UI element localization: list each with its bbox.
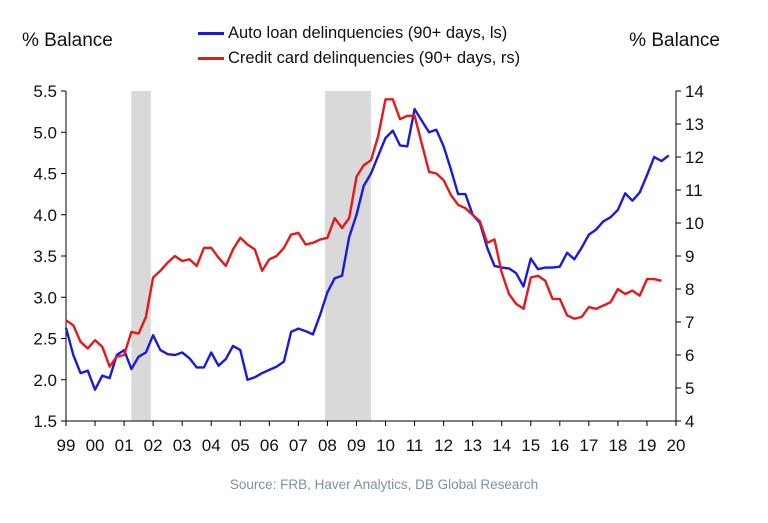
x-tick-label-14: 13 xyxy=(463,436,482,455)
legend-swatch-auto-loan xyxy=(198,32,224,35)
x-tick-label-3: 02 xyxy=(144,436,163,455)
y-right-tick-label-6: 10 xyxy=(685,214,704,233)
x-tick-label-10: 09 xyxy=(347,436,366,455)
x-tick-label-11: 10 xyxy=(376,436,395,455)
x-tick-label-16: 15 xyxy=(521,436,540,455)
tick-labels-group: 1.5 2.0 2.5 3.0 3.5 4.0 4.5 5.0 5.5 4 5 6 7 8 9 10 11 12 1… xyxy=(33,82,704,455)
y-right-tick-label-9: 13 xyxy=(685,115,704,134)
x-tick-label-9: 08 xyxy=(318,436,337,455)
y-left-tick-label-5: 4.0 xyxy=(33,206,57,225)
legend-swatch-credit-card xyxy=(198,57,224,60)
x-tick-label-13: 12 xyxy=(434,436,453,455)
x-tick-label-4: 03 xyxy=(173,436,192,455)
y-left-tick-label-2: 2.5 xyxy=(33,330,57,349)
y-right-tick-label-7: 11 xyxy=(685,181,703,200)
y-right-tick-label-5: 9 xyxy=(685,247,694,266)
x-tick-label-18: 17 xyxy=(579,436,598,455)
legend-item-credit-card: Credit card delinquencies (90+ days, rs) xyxy=(198,49,520,68)
axes-group xyxy=(61,90,681,426)
y-right-tick-label-1: 5 xyxy=(685,379,694,398)
x-tick-label-7: 06 xyxy=(260,436,279,455)
y-axis-left-label: % Balance xyxy=(22,30,113,51)
y-axis-right-label: % Balance xyxy=(629,30,720,51)
y-left-tick-label-8: 5.5 xyxy=(33,82,57,101)
series-group xyxy=(64,98,670,391)
y-right-tick-label-10: 14 xyxy=(685,82,704,101)
legend-label-credit-card: Credit card delinquencies (90+ days, rs) xyxy=(228,49,521,67)
x-tick-label-6: 05 xyxy=(231,436,250,455)
recession-band-1 xyxy=(325,91,371,421)
y-left-tick-label-7: 5.0 xyxy=(33,123,57,142)
y-left-tick-label-1: 2.0 xyxy=(33,371,57,390)
series-line-auto-loan xyxy=(64,107,670,391)
x-tick-label-19: 18 xyxy=(608,436,627,455)
x-tick-label-0: 99 xyxy=(57,436,76,455)
x-tick-label-2: 01 xyxy=(115,436,134,455)
y-right-tick-label-0: 4 xyxy=(685,412,694,431)
y-left-tick-label-0: 1.5 xyxy=(33,412,57,431)
x-tick-label-20: 19 xyxy=(637,436,656,455)
legend-item-auto-loan: Auto loan delinquencies (90+ days, ls) xyxy=(198,24,507,43)
source-note: Source: FRB, Haver Analytics, DB Global … xyxy=(229,477,539,492)
y-right-tick-label-4: 8 xyxy=(685,280,694,299)
recession-shading-group xyxy=(131,91,371,421)
x-tick-label-5: 04 xyxy=(202,436,221,455)
recession-band-0 xyxy=(131,91,151,421)
y-left-tick-label-3: 3.0 xyxy=(33,288,57,307)
y-right-tick-label-8: 12 xyxy=(685,148,704,167)
x-tick-label-17: 16 xyxy=(550,436,569,455)
y-right-tick-label-2: 6 xyxy=(685,346,694,365)
legend-label-auto-loan: Auto loan delinquencies (90+ days, ls) xyxy=(228,24,508,42)
y-left-tick-label-6: 4.5 xyxy=(33,165,57,184)
x-tick-label-1: 00 xyxy=(86,436,105,455)
x-tick-label-8: 07 xyxy=(289,436,308,455)
series-line-credit-card xyxy=(65,98,662,368)
x-tick-label-12: 11 xyxy=(406,436,424,455)
x-tick-label-15: 14 xyxy=(492,436,511,455)
x-tick-label-21: 20 xyxy=(667,436,686,455)
y-right-tick-label-3: 7 xyxy=(685,313,694,332)
y-left-tick-label-4: 3.5 xyxy=(33,247,57,266)
